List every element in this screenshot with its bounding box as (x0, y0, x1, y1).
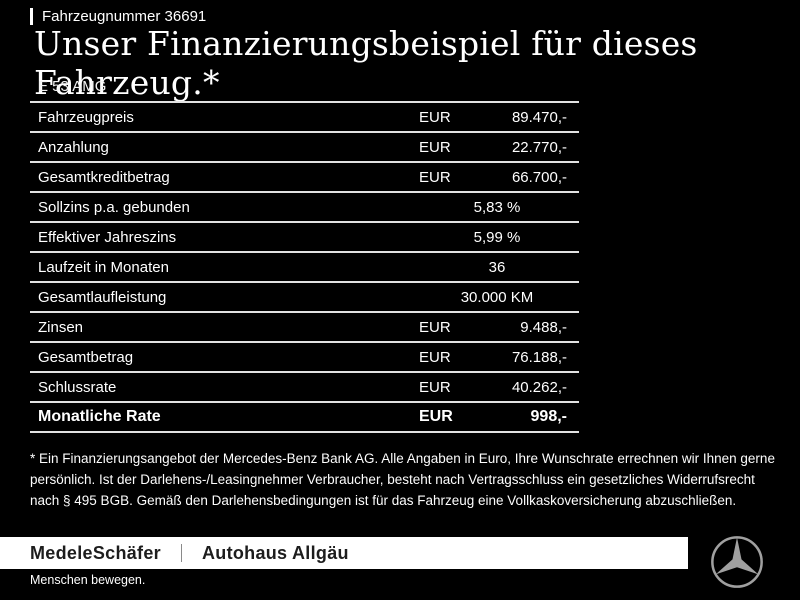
vehicle-number: Fahrzeugnummer 36691 (30, 8, 206, 25)
table-row: Laufzeit in Monaten 36 (30, 253, 579, 283)
row-label: Fahrzeugpreis (38, 108, 134, 126)
financing-table: Fahrzeugpreis EUR 89.470,- Anzahlung EUR… (30, 101, 579, 433)
row-value: 30.000 KM (460, 288, 534, 306)
table-row: Zinsen EUR 9.488,- (30, 313, 579, 343)
row-label: Sollzins p.a. gebunden (38, 198, 190, 216)
row-value: 40.262,- (511, 378, 567, 396)
dealer-tagline: Menschen bewegen. (30, 573, 146, 587)
row-value: 76.188,- (511, 348, 567, 366)
row-label: Zinsen (38, 318, 84, 336)
row-value: 5,83 % (473, 198, 521, 216)
table-row: Gesamtbetrag EUR 76.188,- (30, 343, 579, 373)
dealer-footer-bar: MedeleSchäfer Autohaus Allgäu (0, 537, 688, 569)
mercedes-star-icon (709, 534, 765, 590)
row-value: 9.488,- (520, 318, 567, 336)
table-row: Fahrzeugpreis EUR 89.470,- (30, 103, 579, 133)
row-currency: EUR (419, 378, 451, 396)
table-row: Schlussrate EUR 40.262,- (30, 373, 579, 403)
row-currency: EUR (419, 108, 451, 126)
table-row-monthly-rate: Monatliche Rate EUR 998,- (30, 403, 579, 433)
row-value: 36 (488, 258, 506, 276)
row-value: 89.470,- (511, 108, 567, 126)
row-label: Monatliche Rate (38, 408, 161, 425)
row-label: Gesamtbetrag (38, 348, 134, 366)
dealer-logo-primary: MedeleSchäfer (30, 542, 161, 563)
row-value: 5,99 % (473, 228, 521, 246)
dealer-logo-secondary: Autohaus Allgäu (201, 542, 349, 563)
row-label: Laufzeit in Monaten (38, 258, 169, 276)
table-row: Effektiver Jahreszins 5,99 % (30, 223, 579, 253)
row-currency: EUR (419, 168, 451, 186)
row-value: 22.770,- (511, 138, 567, 156)
legal-footnote: * Ein Finanzierungsangebot der Mercedes-… (30, 451, 775, 508)
page-title: Unser Finanzierungsbeispiel für dieses F… (34, 24, 698, 102)
row-label: Anzahlung (38, 138, 109, 156)
row-currency: EUR (419, 318, 451, 336)
row-label: Gesamtkreditbetrag (38, 168, 170, 186)
table-row: Gesamtkreditbetrag EUR 66.700,- (30, 163, 579, 193)
table-row: Anzahlung EUR 22.770,- (30, 133, 579, 163)
row-label: Schlussrate (38, 378, 117, 396)
table-row: Gesamtlaufleistung 30.000 KM (30, 283, 579, 313)
row-currency: EUR (419, 348, 451, 366)
row-currency: EUR (419, 408, 453, 425)
row-label: Gesamtlaufleistung (38, 288, 167, 306)
row-currency: EUR (419, 138, 451, 156)
row-value: 998,- (530, 408, 567, 425)
vehicle-model: E 53 AMG (38, 78, 107, 95)
footer-divider (180, 544, 182, 562)
row-label: Effektiver Jahreszins (38, 228, 177, 246)
row-value: 66.700,- (511, 168, 567, 186)
table-row: Sollzins p.a. gebunden 5,83 % (30, 193, 579, 223)
